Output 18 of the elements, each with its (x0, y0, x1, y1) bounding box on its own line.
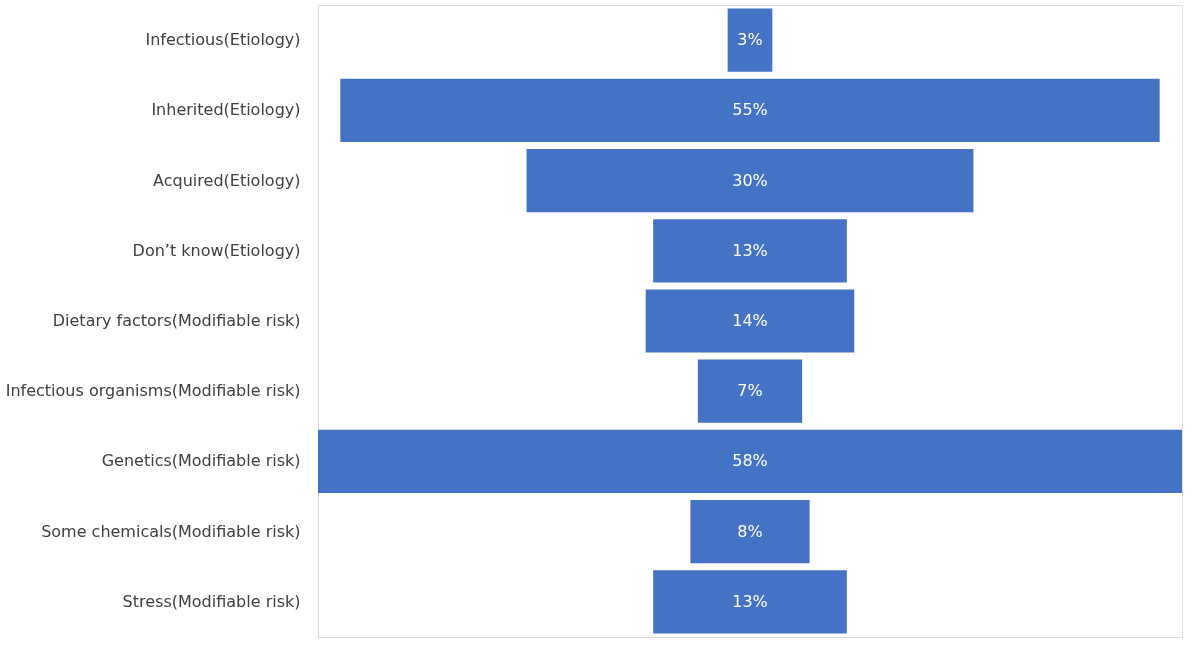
data-label: 13% (732, 240, 768, 260)
category-label: Inherited(Etiology) (151, 100, 301, 120)
category-label: Infectious(Etiology) (145, 30, 301, 50)
data-label: 14% (732, 311, 768, 330)
data-label: 30% (732, 170, 768, 190)
data-label: 3% (737, 30, 763, 50)
category-label: Infectious organisms(Modifiable risk) (5, 381, 301, 401)
data-label: 8% (737, 521, 763, 541)
data-label: 7% (737, 381, 763, 401)
category-label: Acquired(Etiology) (153, 170, 301, 190)
category-label: Some chemicals(Modifiable risk) (41, 521, 301, 541)
data-label: 55% (732, 100, 768, 120)
data-label: 13% (732, 591, 768, 611)
category-label: Stress(Modifiable risk) (122, 591, 301, 611)
category-label: Dietary factors(Modifiable risk) (52, 311, 301, 330)
category-label: Don’t know(Etiology) (132, 240, 301, 260)
category-label: Genetics(Modifiable risk) (101, 451, 301, 471)
data-label: 58% (732, 451, 768, 471)
